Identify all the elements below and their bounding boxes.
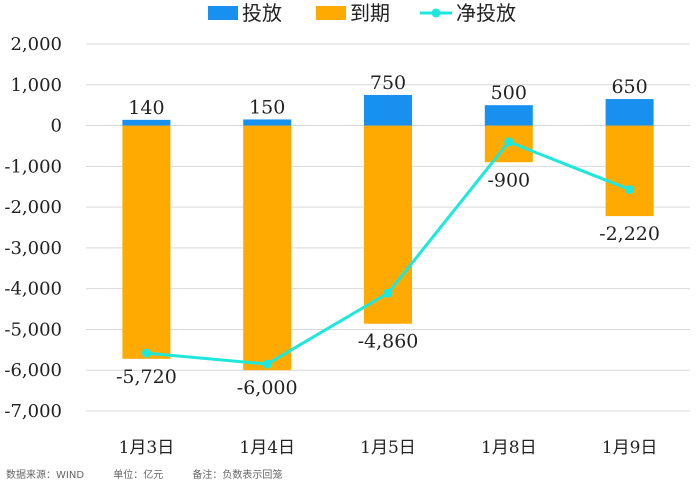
y-tick-label: 0	[51, 116, 62, 137]
bar-maturity	[243, 125, 292, 371]
chart-legend: 投放 到期 净投放	[208, 1, 516, 25]
data-label-injection: 750	[370, 72, 406, 94]
data-label-maturity: -6,000	[237, 377, 298, 399]
bar-injection	[605, 99, 654, 126]
x-tick-label: 1月4日	[239, 438, 295, 458]
y-tick-label: 1,000	[10, 75, 62, 96]
net-line-point	[504, 137, 514, 147]
legend-label-injection: 投放	[242, 1, 282, 25]
net-line-point	[262, 359, 272, 369]
data-label-maturity: -2,220	[599, 223, 660, 245]
y-tick-label: -3,000	[4, 238, 62, 259]
y-tick-label: -1,000	[4, 156, 62, 177]
x-axis: 1月3日 1月4日 1月5日 1月8日 1月9日	[119, 438, 658, 458]
x-tick-label: 1月5日	[360, 438, 416, 458]
net-line	[141, 137, 635, 369]
bar-injection	[243, 119, 292, 126]
data-label-maturity: -5,720	[116, 366, 177, 388]
net-line-point	[141, 348, 151, 358]
bar-injection	[364, 94, 412, 126]
net-line-point	[625, 185, 635, 195]
x-tick-label: 1月9日	[602, 438, 658, 458]
bars	[122, 94, 654, 371]
x-tick-label: 1月3日	[119, 438, 175, 458]
legend-swatch-injection	[208, 6, 238, 20]
unit-note: 单位：亿元	[113, 470, 164, 481]
chart-footer: 数据来源：WIND 单位：亿元 备注：负数表示回笼	[6, 466, 308, 481]
data-labels: 140 -5,720 150 -6,000 750 -4,860 500 -900 650 -2,…	[116, 72, 660, 399]
bar-injection	[484, 105, 533, 126]
y-tick-label: 2,000	[10, 34, 62, 55]
bar-maturity	[605, 125, 654, 217]
net-line-point	[383, 288, 393, 298]
legend-swatch-net-marker	[431, 8, 441, 18]
bar-injection	[122, 119, 171, 126]
legend-label-maturity: 到期	[350, 1, 390, 25]
data-label-injection: 140	[128, 97, 164, 119]
legend-swatch-maturity	[316, 6, 346, 20]
chart: 投放 到期 净投放 2,000 1,000 0 -1,000 -2,000 -3,000 -4,…	[4, 1, 690, 458]
data-label-injection: 150	[249, 96, 285, 118]
y-tick-label: -5,000	[4, 319, 62, 340]
data-label-injection: 500	[491, 82, 527, 104]
y-axis: 2,000 1,000 0 -1,000 -2,000 -3,000 -4,000 -5,00…	[4, 34, 62, 422]
bar-maturity	[122, 125, 171, 359]
data-label-maturity: -4,860	[358, 331, 419, 353]
legend-label-net: 净投放	[456, 1, 516, 25]
source-note: 数据来源：WIND	[6, 470, 85, 481]
data-label-injection: 650	[611, 76, 647, 98]
y-tick-label: -7,000	[4, 401, 62, 422]
y-tick-label: -2,000	[4, 197, 62, 218]
data-label-maturity: -900	[487, 169, 530, 191]
x-tick-label: 1月8日	[481, 438, 537, 458]
y-tick-label: -4,000	[4, 279, 62, 300]
y-tick-label: -6,000	[4, 360, 62, 381]
sign-note: 备注：负数表示回笼	[192, 470, 283, 481]
